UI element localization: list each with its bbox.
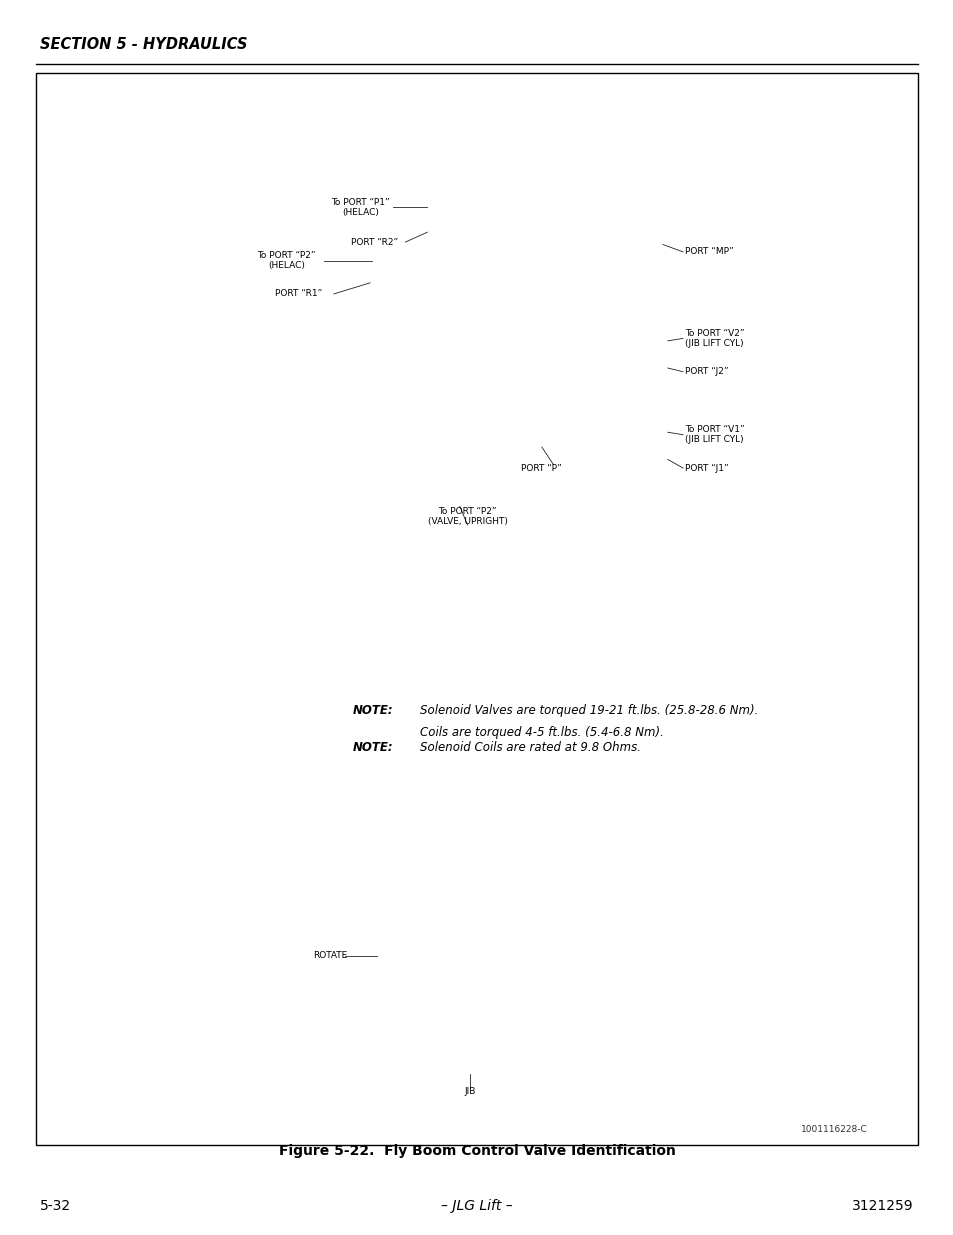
Text: 5-32: 5-32 bbox=[40, 1199, 71, 1213]
Text: JIB: JIB bbox=[464, 1087, 476, 1097]
Text: PORT “R1”: PORT “R1” bbox=[274, 289, 322, 299]
Text: 3121259: 3121259 bbox=[851, 1199, 913, 1213]
Text: To PORT “V1”
(JIB LIFT CYL): To PORT “V1” (JIB LIFT CYL) bbox=[684, 425, 743, 445]
Text: To PORT “V2”
(JIB LIFT CYL): To PORT “V2” (JIB LIFT CYL) bbox=[684, 329, 743, 348]
Bar bbox=[36, 73, 917, 1145]
Text: PORT “J2”: PORT “J2” bbox=[684, 367, 728, 377]
Text: SECTION 5 - HYDRAULICS: SECTION 5 - HYDRAULICS bbox=[40, 37, 248, 52]
Text: PORT “J1”: PORT “J1” bbox=[684, 463, 728, 473]
Text: NOTE:: NOTE: bbox=[353, 704, 394, 718]
Text: ROTATE: ROTATE bbox=[313, 951, 347, 961]
Text: – JLG Lift –: – JLG Lift – bbox=[440, 1199, 513, 1213]
Text: 1001116228-C: 1001116228-C bbox=[801, 1125, 867, 1134]
Text: To PORT “P1”
(HELAC): To PORT “P1” (HELAC) bbox=[331, 198, 390, 217]
Text: Figure 5-22.  Fly Boom Control Valve Identification: Figure 5-22. Fly Boom Control Valve Iden… bbox=[278, 1145, 675, 1158]
Text: PORT “R2”: PORT “R2” bbox=[351, 237, 398, 247]
Text: To PORT “P2”
(VALVE, UPRIGHT): To PORT “P2” (VALVE, UPRIGHT) bbox=[427, 506, 507, 526]
Text: PORT “P”: PORT “P” bbox=[521, 463, 561, 473]
Text: Coils are torqued 4-5 ft.lbs. (5.4-6.8 Nm).: Coils are torqued 4-5 ft.lbs. (5.4-6.8 N… bbox=[419, 726, 663, 740]
Text: NOTE:: NOTE: bbox=[353, 741, 394, 755]
Text: Solenoid Valves are torqued 19-21 ft.lbs. (25.8-28.6 Nm).: Solenoid Valves are torqued 19-21 ft.lbs… bbox=[419, 704, 758, 718]
Text: PORT “MP”: PORT “MP” bbox=[684, 247, 733, 257]
Text: To PORT “P2”
(HELAC): To PORT “P2” (HELAC) bbox=[256, 251, 315, 270]
Text: Solenoid Coils are rated at 9.8 Ohms.: Solenoid Coils are rated at 9.8 Ohms. bbox=[419, 741, 640, 755]
